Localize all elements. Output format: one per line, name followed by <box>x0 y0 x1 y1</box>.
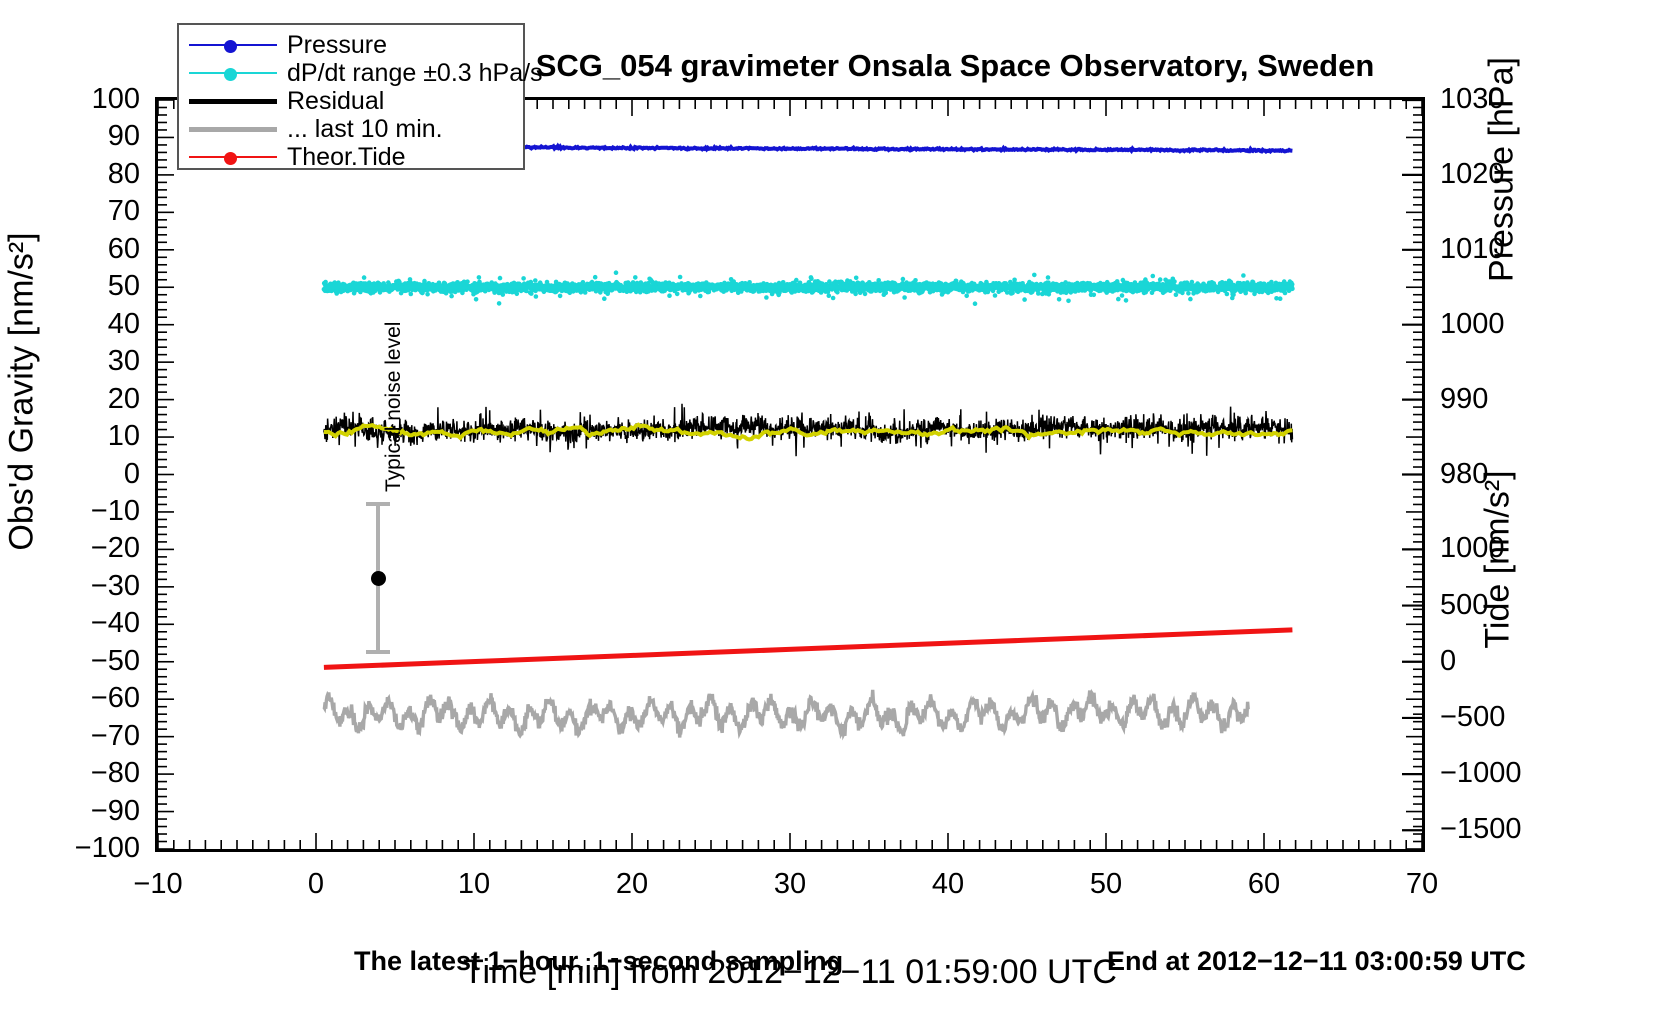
end-time-note: End at 2012−12−11 03:00:59 UTC <box>1107 946 1526 976</box>
noise-error-cap-bottom <box>366 650 390 654</box>
legend-label: Pressure <box>287 31 388 59</box>
chart-legend[interactable]: Pressure dP/dt range ±0.3 hPa/s Residual..… <box>177 23 543 171</box>
tick-label: 10 <box>107 420 140 453</box>
x-axis-label: Time [min] from 2012−12−11 01:59:00 UTC <box>463 953 1117 991</box>
tick-label: −1000 <box>1440 757 1522 790</box>
tick-label: −70 <box>90 719 140 752</box>
legend-swatch <box>179 31 287 59</box>
tick-label: −40 <box>90 607 140 640</box>
legend-label: Theor.Tide <box>287 143 406 171</box>
tick-label: 500 <box>1440 588 1489 621</box>
noise-annotation-label: Typical noise level <box>382 321 405 492</box>
tick-label: 40 <box>931 868 965 900</box>
tick-label: 0 <box>123 457 140 490</box>
tick-label: 1020 <box>1440 157 1505 190</box>
tick-label: −80 <box>90 757 140 790</box>
tick-label: 1000 <box>1440 307 1505 340</box>
y-axis-label-gravity: Obs'd Gravity [nm/s²] <box>2 232 41 551</box>
noise-center-dot <box>371 571 386 586</box>
legend-dot-icon <box>224 40 237 53</box>
legend-label: ... last 10 min. <box>287 115 443 143</box>
tick-label: 0 <box>307 868 325 900</box>
tick-label: −1500 <box>1440 813 1522 846</box>
tick-label: 0 <box>1440 644 1457 677</box>
axis-ticks <box>158 100 1422 849</box>
legend-dot-icon <box>224 152 237 165</box>
trace-dpdt-core <box>323 281 1293 294</box>
tick-label: 1010 <box>1440 232 1505 265</box>
tick-label: −60 <box>90 682 140 715</box>
tick-label: −50 <box>90 644 140 677</box>
legend-swatch <box>179 115 287 143</box>
legend-item-3[interactable]: ... last 10 min. <box>179 115 523 143</box>
tick-label: −20 <box>90 532 140 565</box>
noise-error-cap-top <box>366 502 390 506</box>
trace-theor-tide <box>323 627 1293 670</box>
tick-label: 990 <box>1440 382 1489 415</box>
legend-label: dP/dt range ±0.3 hPa/s <box>287 59 543 87</box>
legend-item-0[interactable]: Pressure <box>179 31 523 59</box>
trace-pressure <box>521 142 1293 155</box>
tick-label: 980 <box>1440 457 1489 490</box>
data-traces <box>158 100 1422 849</box>
legend-item-2[interactable]: Residual <box>179 87 523 115</box>
tick-label: −100 <box>74 832 140 864</box>
legend-swatch <box>179 143 287 171</box>
tick-label: 50 <box>1089 868 1123 900</box>
plot-area: Typical noise level The latest 1−hour, 1… <box>155 97 1526 976</box>
tick-label: 70 <box>107 195 140 228</box>
legend-dot-icon <box>224 68 237 81</box>
tick-label: −10 <box>133 868 183 900</box>
tick-label: 20 <box>615 868 649 900</box>
legend-item-4[interactable]: Theor.Tide <box>179 143 523 171</box>
tick-label: 30 <box>107 345 140 378</box>
tick-label: 60 <box>1247 868 1281 900</box>
tick-label: −90 <box>90 794 140 827</box>
legend-swatch <box>179 59 287 87</box>
tick-label: 40 <box>107 307 140 340</box>
tick-label: −30 <box>90 569 140 602</box>
trace-residual-smoothed <box>323 422 1293 442</box>
tick-label: 90 <box>107 120 140 153</box>
tick-label: −500 <box>1440 700 1506 733</box>
legend-line-icon <box>189 127 277 132</box>
tick-label: 50 <box>107 270 140 303</box>
tick-label: 30 <box>773 868 807 900</box>
tick-label: −10 <box>90 494 140 527</box>
legend-swatch <box>179 87 287 115</box>
chart-title: SCG_054 gravimeter Onsala Space Observat… <box>535 48 1375 83</box>
tick-label: 10 <box>457 868 491 900</box>
sampling-note: The latest 1−hour, 1−second sampling <box>354 946 844 976</box>
tick-label: 20 <box>107 382 140 415</box>
tick-label: 100 <box>91 83 140 115</box>
legend-line-icon <box>189 99 277 104</box>
tick-label: 1030 <box>1440 83 1505 115</box>
legend-item-1[interactable]: dP/dt range ±0.3 hPa/s <box>179 59 543 87</box>
tick-label: 60 <box>107 232 140 265</box>
tick-label: 1000 <box>1440 532 1505 565</box>
typical-noise-level-annotation: Typical noise level <box>358 322 418 661</box>
tick-label: 70 <box>1405 868 1439 900</box>
trace-last-10-min <box>322 688 1250 741</box>
legend-label: Residual <box>287 87 385 115</box>
tick-label: 80 <box>107 157 140 190</box>
